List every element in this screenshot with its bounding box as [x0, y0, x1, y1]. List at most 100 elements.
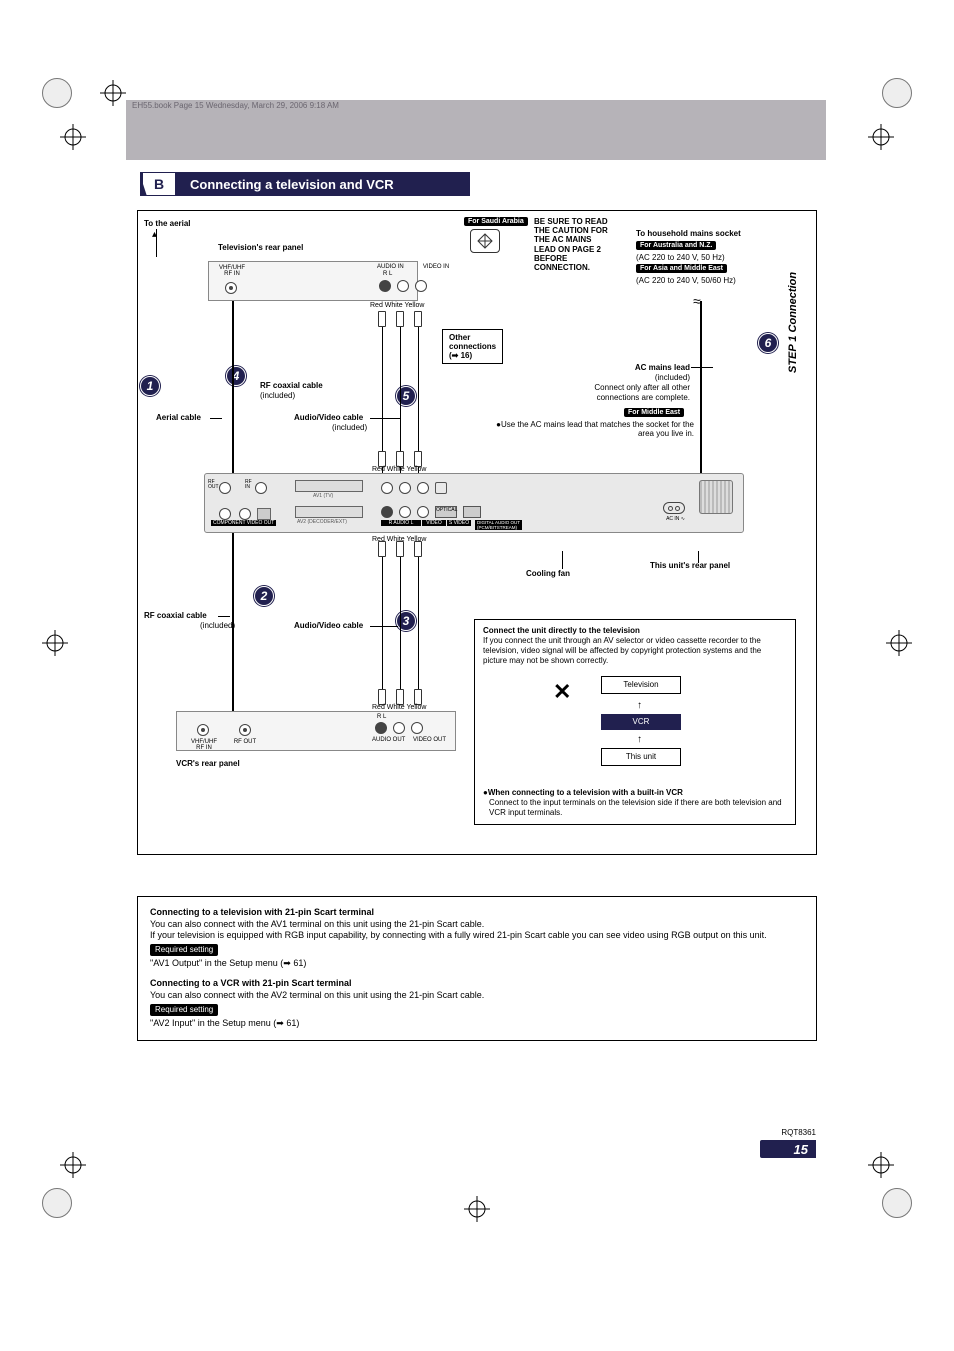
cross-icon: ✕: [553, 678, 571, 706]
vcr-rfout-lbl: RF OUT: [231, 739, 259, 745]
avcable2: Audio/Video cable: [294, 621, 363, 630]
builtin-body: Connect to the input terminals on the te…: [483, 798, 787, 818]
connection-diagram: To the aerial ▴ Television's rear panel …: [137, 210, 817, 855]
cable-rf-tv-unit: [232, 301, 234, 473]
avcable1: Audio/Video cable: [294, 413, 363, 422]
aus-badge: For Australia and N.Z.: [636, 241, 716, 250]
crop-tl: [42, 78, 72, 108]
rwy-bot: Red White Yellow: [372, 704, 426, 711]
p1: [381, 482, 393, 494]
dig: [463, 506, 481, 518]
arrow-1: ↑: [637, 700, 642, 713]
avcable1-inc: (included): [332, 423, 367, 432]
stack-vcr: VCR: [601, 714, 681, 730]
p6: [399, 506, 411, 518]
rf2-rule: [218, 616, 230, 617]
vcr-videoout: VIDEO OUT: [413, 737, 446, 743]
reg-ml: [42, 630, 68, 656]
step-2: 2: [254, 586, 274, 606]
plugs-tv-down: [378, 311, 422, 327]
tv-port-v: [415, 280, 427, 292]
scart-av2-lbl: AV2 (DECODER/EXT): [297, 519, 347, 525]
vcr-audioout: AUDIO OUT: [372, 737, 405, 743]
scart-p2: If your television is equipped with RGB …: [150, 930, 804, 942]
cable2-r: [382, 557, 383, 691]
unit-rear-panel: RFOUT RFIN AV1 (TV) AV2 (DECODER/EXT) OP…: [204, 473, 744, 533]
rwy-mid1: Red White Yellow: [372, 466, 426, 473]
aerial-arrow: ▴: [152, 229, 157, 240]
other-conn-box: Other connections (➡ 16): [442, 329, 503, 364]
scart-p4: You can also connect with the AV2 termin…: [150, 990, 804, 1002]
mains-cable: [700, 301, 702, 473]
vcr-rear-panel: VHF/UHFRF IN RF OUT R L AUDIO OUT VIDEO …: [176, 711, 456, 751]
print-header: EH55.book Page 15 Wednesday, March 29, 2…: [126, 100, 826, 160]
reg-mr: [886, 630, 912, 656]
vcr-r: [375, 722, 387, 734]
builtin-title: ●When connecting to a television with a …: [483, 788, 787, 798]
section-header: Connecting a television and VCR: [140, 172, 470, 196]
reg-tr: [868, 124, 894, 150]
stack-tv: Television: [601, 676, 681, 694]
tv-rear-panel: VHF/UHF RF IN AUDIO IN VIDEO IN R L: [208, 261, 418, 301]
scart-p5: "AV2 Input" in the Setup menu (➡ 61): [150, 1018, 804, 1030]
scart-av1-lbl: AV1 (TV): [313, 493, 333, 499]
aerial-cable-rule: [210, 418, 222, 419]
rfcoax2: RF coaxial cable: [144, 611, 207, 620]
scart-av2: [295, 506, 363, 518]
unit-rear-label: This unit's rear panel: [650, 561, 730, 570]
plugs-unit-up: [378, 451, 422, 467]
rfcoax1: RF coaxial cable: [260, 381, 323, 390]
acin-lbl: AC IN ∿: [666, 516, 685, 522]
unit-rfin-lbl: RFIN: [245, 480, 252, 490]
cooling-fan-graphic: [699, 480, 733, 514]
vcr-rfout: [239, 724, 251, 736]
tv-rf-port: [225, 282, 237, 294]
direct-title: Connect the unit directly to the televis…: [483, 626, 787, 636]
ac-rule: [691, 367, 713, 368]
av1-rule: [370, 418, 400, 419]
scart-notes: Connecting to a television with 21-pin S…: [137, 896, 817, 1041]
stack-diagram: ✕ Television ↑ VCR ↑ This unit: [483, 672, 787, 782]
scart-p3: "AV1 Output" in the Setup menu (➡ 61): [150, 958, 804, 970]
caution-text: BE SURE TO READ THE CAUTION FOR THE AC M…: [534, 217, 614, 272]
cable2-y: [418, 557, 419, 691]
unit-btm-labels: R AUDIO L VIDEO S VIDEO: [381, 520, 471, 526]
mains-plug-icon: ≈: [693, 293, 701, 309]
unit-comp-lbl: COMPONENT VIDEO OUT: [211, 520, 276, 526]
reg-tl: [60, 124, 86, 150]
scart-h1: Connecting to a television with 21-pin S…: [150, 907, 804, 919]
aerial-label: To the aerial: [144, 219, 191, 228]
reg-br: [868, 1152, 894, 1178]
step-5: 5: [396, 386, 416, 406]
asia-volt: (AC 220 to 240 V, 50/60 Hz): [636, 276, 736, 285]
vcr-label: VCR's rear panel: [176, 759, 240, 768]
tv-audioin: AUDIO IN: [377, 264, 404, 270]
ac-mains-inc: (included): [578, 373, 690, 382]
p2: [399, 482, 411, 494]
stack-unit: This unit: [601, 748, 681, 766]
tv-av-ports: [379, 280, 427, 292]
p5: [381, 506, 393, 518]
scart-h2: Connecting to a VCR with 21-pin Scart te…: [150, 978, 804, 990]
tv-port-l: [397, 280, 409, 292]
me-note: ●Use the AC mains lead that matches the …: [484, 420, 694, 438]
p3: [417, 482, 429, 494]
unit-comp1: [219, 508, 231, 520]
p7: [417, 506, 429, 518]
step-3: 3: [396, 611, 416, 631]
unit-rule: [698, 551, 699, 563]
reg-tc: [100, 80, 126, 106]
unit-rf-out: [219, 482, 231, 494]
optical: OPTICAL: [435, 506, 457, 518]
fan-rule: [562, 551, 563, 569]
step-6: 6: [758, 333, 778, 353]
crop-bl: [42, 1188, 72, 1218]
arrow-2: ↑: [637, 734, 642, 747]
vcr-rl: R L: [377, 714, 386, 720]
crop-tr: [882, 78, 912, 108]
vcr-l: [393, 722, 405, 734]
print-header-text: EH55.book Page 15 Wednesday, March 29, 2…: [132, 101, 339, 110]
vcr-rfin: [197, 724, 209, 736]
scart-av1: [295, 480, 363, 492]
section-title: Connecting a television and VCR: [190, 177, 394, 192]
